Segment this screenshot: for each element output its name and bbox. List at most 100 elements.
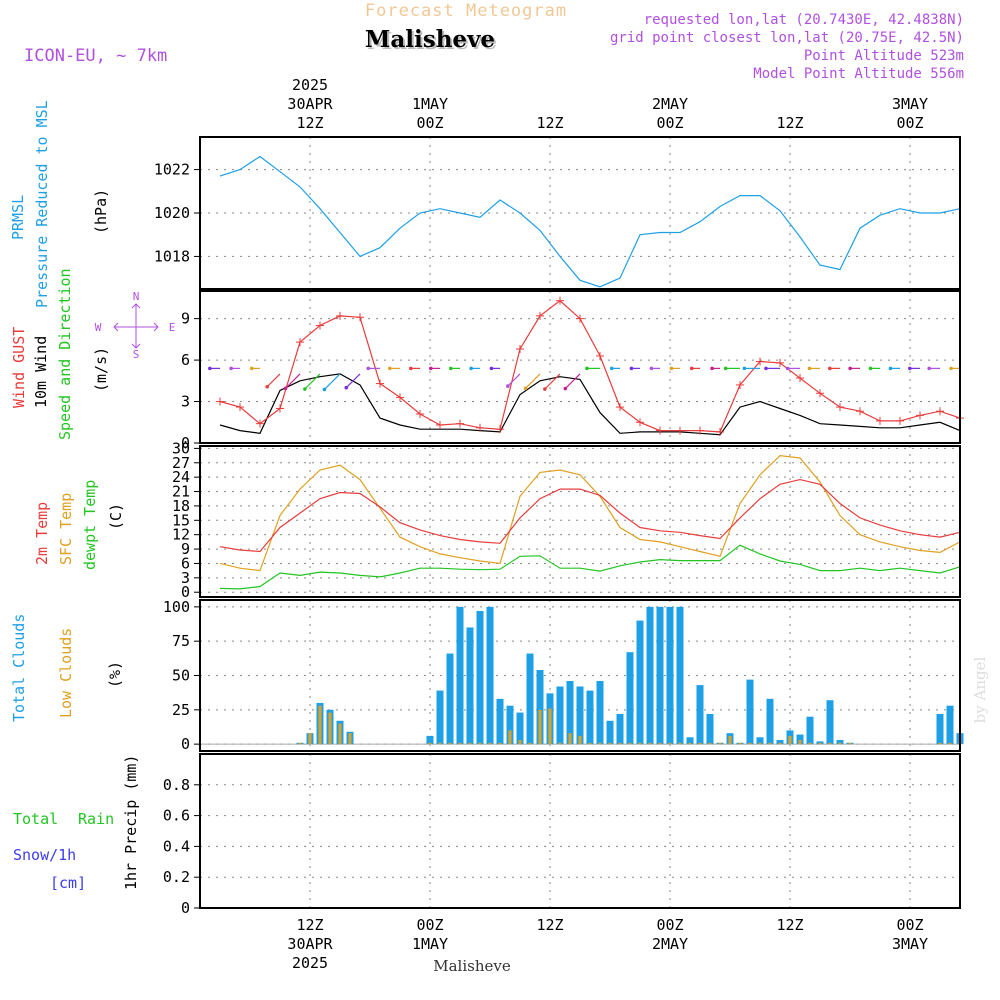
top-time-label: 12Z [296,114,323,132]
low-clouds-bar [698,742,702,745]
compass-rose: N W E S [95,290,176,361]
total-clouds-bar [656,606,664,745]
label-prmsl: PRMSL [9,195,27,240]
wind-arrow-head [609,366,614,371]
low-clouds-bar [668,742,672,745]
ytick-label: 0 [181,899,190,917]
label-dewpt-temp: dewpt Temp [81,480,99,570]
label-total-clouds: Total Clouds [10,614,28,722]
low-clouds-bar [298,742,302,745]
wind-arrow-shaft [266,373,281,388]
total-clouds-bar [536,670,544,745]
gust-point [596,351,604,360]
wind-arrow-head [208,366,212,371]
gust-point [796,374,804,383]
low-clouds-bar [738,742,742,745]
wind-arrow [949,366,960,371]
wind-arrow [868,366,880,371]
wind-arrow [689,366,700,371]
bottom-time-label: 2MAY [652,935,688,953]
low-clouds-bar [938,742,942,745]
wind-arrow [669,366,680,371]
wind-arrow [710,366,720,371]
gust-point [336,311,344,320]
low-clouds-bar [688,742,692,745]
wind-arrow [249,366,260,371]
total-clouds-bar [836,740,844,745]
total-clouds-bar [676,606,684,745]
wind-arrow [723,366,740,371]
total-clouds-bar [596,680,604,745]
low-clouds-bar [748,742,752,745]
ytick-label: 12 [172,526,190,544]
gust-point [576,314,584,323]
gust-point [736,380,744,389]
low-clouds-bar [488,742,492,745]
wind-arrow-head [409,366,413,371]
wind-arrow-head [344,385,349,390]
wind-arrow [409,366,420,371]
low-clouds-bar [528,742,532,745]
total-clouds-bar [706,713,714,745]
wind-arrow-head [807,366,812,371]
pressure-line [219,155,961,288]
total-clouds-bar [626,652,634,745]
wind-arrow [303,373,321,391]
wind-arrow-head [449,366,453,371]
total-clouds-bar [576,686,584,745]
gust-point [316,321,324,330]
wind-arrow [229,366,240,371]
gust-point [636,418,644,427]
wind-arrow [742,366,760,371]
ytick-label: 3 [181,393,190,411]
wind-arrow [388,366,400,371]
compass-n: N [133,290,140,303]
top-time-label: 1MAY [412,95,448,113]
gust-point [356,313,364,322]
top-time-label: 2025 [292,76,328,94]
label-1hr-precip: 1hr Precip (mm) [122,755,140,890]
wind-arrow-head [388,366,392,371]
axis-layer: 1018102010220369036912151821242730025507… [154,76,928,972]
wind-arrow [649,366,660,371]
label-10m-wind: 10m Wind [32,336,50,408]
grid-layer [200,137,960,909]
label-snow: Snow/1h [13,846,76,864]
low-clouds-bar [848,742,852,745]
wind-gust-line [219,299,961,433]
gust-point [516,345,524,354]
gust-point [756,357,764,366]
low-clouds-bar [308,733,312,745]
label-hpa: (hPa) [92,189,110,234]
top-time-label: 12Z [776,114,803,132]
wind-arrow [429,366,440,371]
top-time-label: 3MAY [892,95,928,113]
gust-point [876,416,884,425]
footer-location: Malisheve [433,957,511,975]
low-clouds-bar [588,742,592,745]
total-clouds-bar [456,606,464,745]
location-title: Malisheve [365,26,495,53]
wind-arrow [848,366,860,371]
panel-frame [199,290,961,444]
wind-arrow [629,366,640,371]
label-low-clouds: Low Clouds [57,628,75,718]
wind-arrow [322,373,341,392]
gust-point [656,426,664,435]
ytick-label: 30 [172,439,190,457]
label-rain: Rain [78,810,114,828]
low-clouds-bar [598,742,602,745]
total-clouds-bar [426,735,434,745]
sfc-temp-line [219,454,961,572]
data-layer [200,155,964,909]
low-clouds-bar [468,742,472,745]
wind-arrow [283,373,301,391]
ytick-label: 27 [172,454,190,472]
gust-point [436,421,444,430]
bottom-time-label: 00Z [896,916,923,934]
panel-frame [199,445,961,598]
bottom-time-label: 3MAY [892,935,928,953]
wind-arrow-head [764,366,768,371]
total-clouds-bar [776,740,784,745]
wind-arrow-shaft [564,373,581,389]
